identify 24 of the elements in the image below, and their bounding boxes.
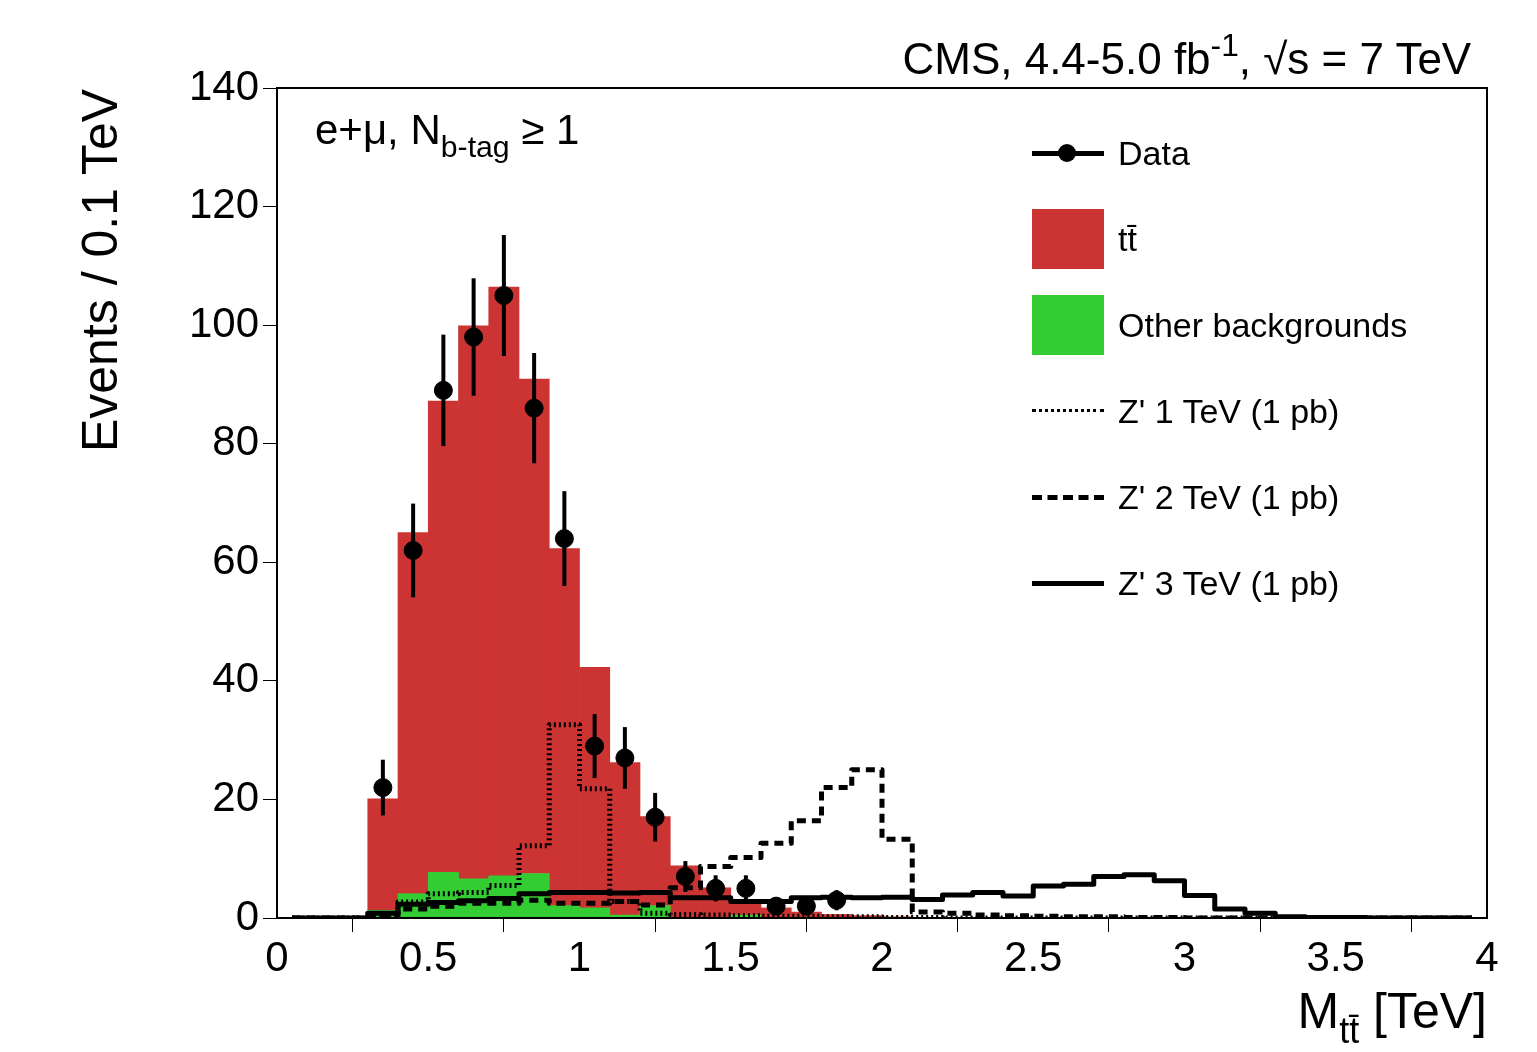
legend-label: Z' 3 TeV (1 pb) [1118,563,1340,603]
y-tick-label: 0 [235,891,259,939]
x-tick-label: 3 [1172,932,1197,980]
x-tick-label: 0.5 [399,932,458,980]
legend-label: Data [1118,133,1190,173]
y-tick-label: 120 [188,180,259,228]
x-tick-label: 3.5 [1306,932,1365,980]
legend-label: Other backgrounds [1118,305,1408,345]
y-tick-label: 20 [212,773,259,821]
x-tick-label: 0 [265,932,289,980]
x-tick-label: 1.5 [701,932,760,980]
x-tick-label: 2 [870,932,894,980]
legend-label: Z' 2 TeV (1 pb) [1118,477,1340,517]
x-tick-label: 2.5 [1004,932,1063,980]
y-tick-label: 140 [188,61,259,109]
y-tick-label: 100 [188,298,259,346]
y-tick-label: 60 [212,535,259,583]
x-tick-label: 1 [567,932,592,980]
y-tick-label: 80 [212,417,259,465]
x-tick-label: 4 [1475,932,1499,980]
y-axis-title: Events / 0.1 TeV [72,88,128,453]
legend-label: tt̄ [1118,219,1137,259]
legend-label: Z' 1 TeV (1 pb) [1118,391,1340,431]
y-tick-label: 40 [212,654,259,702]
